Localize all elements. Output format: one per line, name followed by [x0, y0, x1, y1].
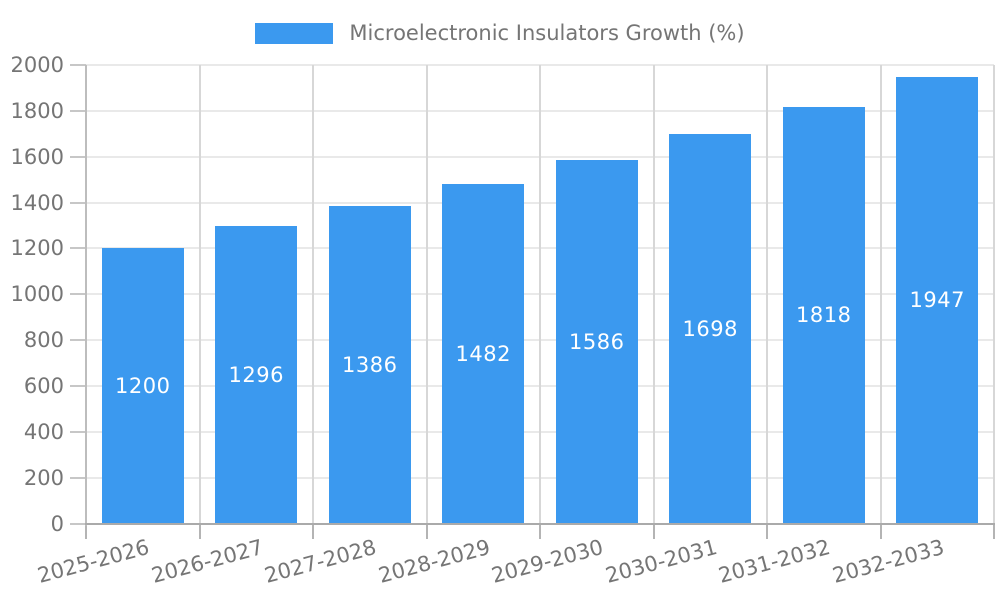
y-tick-label: 1000: [10, 282, 64, 307]
y-axis-tick: [70, 64, 86, 66]
y-axis-tick: [70, 293, 86, 296]
x-tick-label: 2029-2030: [489, 534, 606, 588]
legend: Microelectronic Insulators Growth (%): [0, 21, 1000, 45]
x-tick-label: 2031-2032: [716, 534, 833, 588]
legend-item[interactable]: Microelectronic Insulators Growth (%): [255, 21, 745, 45]
x-gridline: [766, 65, 768, 524]
y-tick-label: 1600: [10, 144, 64, 169]
x-tick-label: 2027-2028: [262, 534, 379, 588]
x-axis-tick: [312, 523, 314, 539]
x-tick-label: 2032-2033: [829, 534, 947, 588]
legend-swatch: [255, 22, 334, 44]
y-axis-tick: [70, 201, 86, 204]
bar-2032-2033[interactable]: 1947: [896, 77, 979, 524]
bar-2028-2029[interactable]: 1482: [442, 183, 525, 524]
y-tick-label: 0: [50, 511, 64, 536]
bar-value-label: 1386: [342, 352, 398, 377]
bar-2027-2028[interactable]: 1386: [328, 205, 411, 524]
bar-value-label: 1947: [909, 288, 965, 313]
y-axis-tick: [70, 109, 86, 112]
x-axis-tick: [993, 523, 995, 539]
y-tick-label: 200: [23, 465, 64, 490]
x-axis-tick: [879, 523, 882, 539]
y-tick-label: 1800: [10, 98, 64, 123]
y-tick-label: 1200: [10, 236, 64, 261]
x-tick-label: 2026-2027: [148, 534, 266, 588]
y-tick-label: 1400: [10, 190, 64, 215]
bar-value-label: 1296: [228, 362, 284, 387]
x-axis-tick: [85, 523, 87, 539]
bar-2025-2026[interactable]: 1200: [101, 248, 184, 524]
bar-value-label: 1200: [115, 373, 171, 398]
x-gridline: [652, 65, 655, 524]
bar-2031-2032[interactable]: 1818: [782, 106, 865, 524]
y-tick-label: 600: [23, 373, 64, 398]
y-tick-label: 2000: [10, 53, 64, 77]
y-axis-tick: [70, 522, 86, 525]
y-axis-tick: [70, 339, 86, 342]
y-axis-tick: [70, 476, 86, 479]
x-tick-label: 2028-2029: [375, 534, 493, 588]
y-axis-tick: [70, 430, 86, 433]
x-tick-label: 2030-2031: [602, 534, 720, 588]
legend-label: Microelectronic Insulators Growth (%): [349, 21, 745, 45]
y-axis-tick: [70, 155, 86, 158]
bar-value-label: 1698: [682, 316, 738, 341]
bar-2026-2027[interactable]: 1296: [215, 226, 298, 524]
bar-2030-2031[interactable]: 1698: [669, 134, 752, 524]
x-gridline: [993, 65, 995, 524]
x-axis-tick: [198, 523, 201, 539]
y-tick-label: 800: [23, 328, 64, 353]
x-gridline: [425, 65, 428, 524]
bar-value-label: 1586: [569, 329, 625, 354]
x-gridline: [198, 65, 201, 524]
x-gridline: [879, 65, 882, 524]
bar-2029-2030[interactable]: 1586: [555, 159, 638, 524]
y-axis-tick: [70, 384, 86, 387]
y-tick-label: 400: [23, 419, 64, 444]
x-axis-tick: [425, 523, 428, 539]
x-axis-tick: [766, 523, 768, 539]
x-axis-tick: [652, 523, 655, 539]
y-axis-line: [85, 65, 87, 526]
x-axis-tick: [539, 523, 541, 539]
bar-value-label: 1482: [455, 341, 511, 366]
y-axis-tick: [70, 247, 86, 250]
x-tick-label: 2025-2026: [35, 534, 152, 588]
bar-value-label: 1818: [796, 303, 852, 328]
x-axis-line: [85, 522, 995, 525]
x-gridline: [539, 65, 541, 524]
x-gridline: [312, 65, 314, 524]
